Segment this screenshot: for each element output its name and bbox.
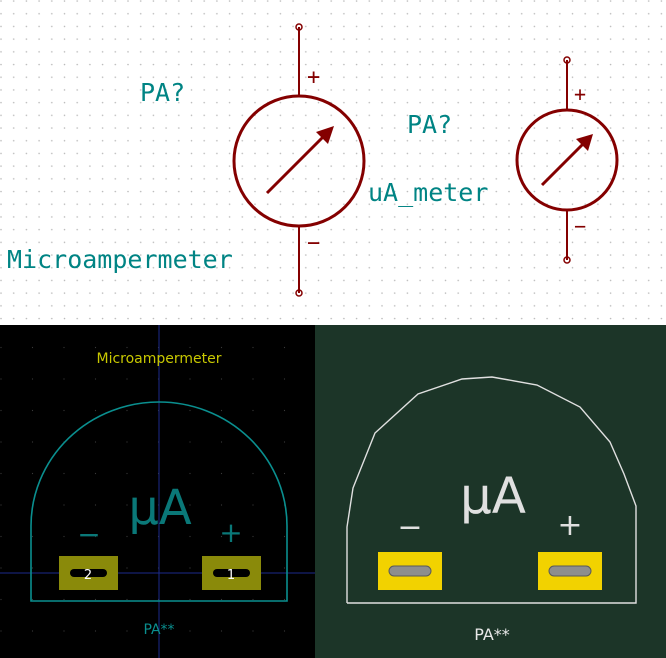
pcb-value-text[interactable]: Microampermeter (96, 351, 221, 367)
right-reference-label[interactable]: PA? (407, 110, 452, 139)
right-ammeter-symbol[interactable]: + − (515, 56, 619, 264)
pcb-3d-pad-right-slot (548, 565, 592, 577)
right-plus-sign: + (574, 82, 586, 106)
right-top-pin-end[interactable] (563, 56, 571, 64)
left-meter-arrow-head (316, 126, 334, 144)
pcb-pad-1[interactable]: 1 (202, 556, 261, 590)
pcb-3d-body-text: µA (460, 467, 526, 525)
right-meter-arrow-shaft (540, 139, 588, 187)
left-top-pin-end[interactable] (295, 23, 303, 31)
right-bottom-pin-end[interactable] (563, 256, 571, 264)
pcb-3d-panel[interactable]: µA − + PA** (315, 325, 666, 658)
pcb-editor-grid (0, 325, 315, 658)
pcb-plus-text: + (219, 516, 242, 549)
pcb-pad-2-number: 2 (84, 568, 92, 583)
schematic-grid (0, 0, 666, 325)
right-value-label[interactable]: uA_meter (368, 178, 488, 207)
pcb-minus-text: − (77, 518, 100, 551)
pcb-3d-pad-left-slot (388, 565, 432, 577)
pcb-3d-reference-text[interactable]: PA** (474, 625, 510, 644)
right-meter-arrow-head (576, 134, 593, 151)
pcb-3d-minus-text: − (397, 510, 422, 545)
left-reference-label[interactable]: PA? (140, 78, 185, 107)
pcb-3d-footprint-outline (346, 376, 637, 604)
left-ammeter-symbol[interactable]: + − (232, 23, 366, 297)
pcb-pad-1-number: 1 (227, 568, 235, 583)
schematic-panel[interactable]: + − PA? Microampermeter + − PA? uA_meter (0, 0, 666, 325)
left-minus-sign: − (307, 231, 320, 256)
left-bottom-pin-end[interactable] (295, 289, 303, 297)
left-meter-circle (232, 94, 366, 228)
pcb-pad-2-slot (70, 569, 107, 577)
pcb-3d-plus-text: + (557, 508, 582, 543)
left-plus-sign: + (307, 65, 320, 90)
pcb-pad-1-slot (213, 569, 250, 577)
pcb-3d-pad-right[interactable] (538, 552, 602, 590)
pcb-pad-2[interactable]: 2 (59, 556, 118, 590)
left-meter-arrow-shaft (265, 132, 328, 195)
right-minus-sign: − (574, 214, 586, 238)
right-meter-circle (515, 108, 619, 212)
pcb-3d-pad-left[interactable] (378, 552, 442, 590)
pcb-body-text: µA (128, 480, 192, 536)
pcb-footprint-outline (30, 401, 288, 602)
left-value-label[interactable]: Microampermeter (7, 245, 233, 274)
pcb-editor-panel[interactable]: Microampermeter µA − + 2 1 PA** (0, 325, 315, 658)
pcb-reference-text[interactable]: PA** (143, 622, 174, 638)
